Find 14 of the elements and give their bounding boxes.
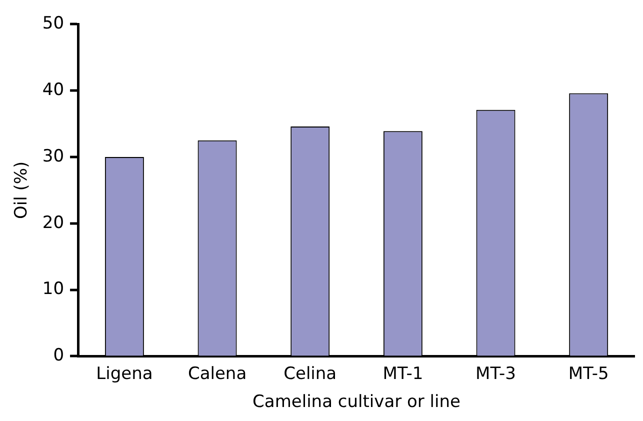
x-tick-label: MT-5 xyxy=(568,364,609,384)
y-tick-label: 40 xyxy=(42,80,64,100)
y-tick-label: 10 xyxy=(42,279,64,300)
y-tick-label: 50 xyxy=(42,14,64,34)
x-tick-label: MT-3 xyxy=(476,364,516,384)
x-axis-title: Camelina cultivar or line xyxy=(252,392,460,412)
y-tick-label: 0 xyxy=(53,346,64,366)
x-tick-label: MT-1 xyxy=(382,364,424,384)
x-tick-label: Ligena xyxy=(96,364,153,384)
x-tick-label: Celina xyxy=(284,364,337,384)
y-tick-label: 20 xyxy=(42,212,64,233)
y-axis-title: Oil (%) xyxy=(12,161,32,220)
x-tick-label: Calena xyxy=(188,364,247,384)
y-tick-label: 30 xyxy=(42,146,64,166)
